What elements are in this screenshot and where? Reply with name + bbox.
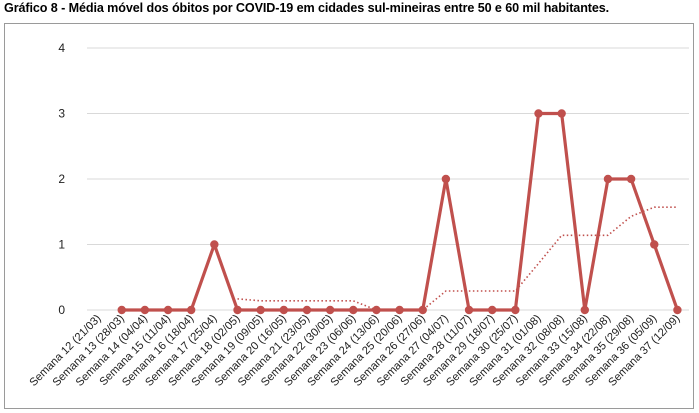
trend-line bbox=[237, 206, 678, 311]
data-point bbox=[395, 305, 404, 315]
x-axis-ticks: Semana 12 (21/03)Semana 13 (28/03)Semana… bbox=[27, 312, 682, 388]
y-tick-label: 3 bbox=[58, 107, 65, 121]
data-point bbox=[349, 305, 358, 315]
data-point bbox=[511, 305, 520, 315]
y-tick-label: 4 bbox=[58, 41, 65, 55]
data-point bbox=[464, 305, 474, 315]
series-line bbox=[121, 111, 679, 312]
data-point bbox=[325, 305, 335, 315]
gridlines bbox=[87, 47, 689, 311]
y-axis-ticks: 0 1 2 3 4 bbox=[58, 41, 65, 317]
data-point bbox=[140, 305, 150, 315]
data-point bbox=[603, 174, 613, 184]
y-tick-label: 1 bbox=[58, 238, 65, 252]
data-point bbox=[487, 305, 497, 315]
data-point bbox=[534, 109, 543, 118]
data-point bbox=[233, 305, 242, 315]
data-point bbox=[186, 305, 196, 315]
data-point bbox=[279, 305, 289, 315]
chart-title: Gráfico 8 - Média móvel dos óbitos por C… bbox=[4, 1, 610, 15]
data-point bbox=[580, 305, 590, 315]
data-point bbox=[650, 240, 659, 249]
data-point bbox=[557, 109, 566, 118]
trend-series bbox=[237, 206, 678, 311]
data-point bbox=[210, 240, 219, 249]
y-tick-label: 2 bbox=[58, 172, 65, 186]
chart-frame bbox=[4, 23, 694, 409]
data-point bbox=[302, 305, 312, 315]
data-point bbox=[163, 305, 173, 315]
main-series bbox=[117, 109, 682, 315]
data-point bbox=[117, 305, 126, 315]
data-point bbox=[673, 305, 682, 315]
data-point bbox=[418, 305, 427, 315]
data-point bbox=[372, 305, 381, 315]
data-point bbox=[626, 174, 636, 184]
data-point bbox=[256, 305, 265, 315]
y-tick-label: 0 bbox=[58, 303, 65, 317]
data-point bbox=[441, 174, 451, 184]
